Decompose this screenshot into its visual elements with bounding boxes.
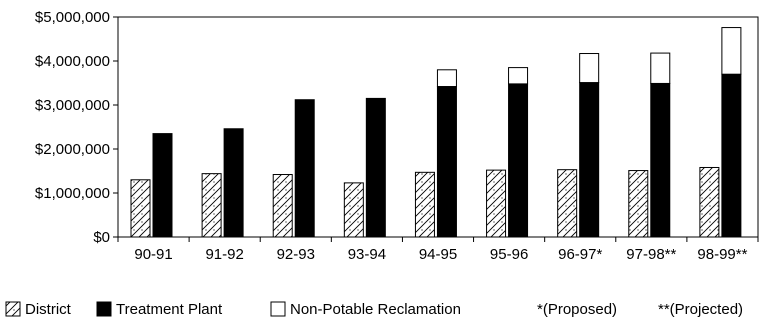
x-category-label: 90-91 [134, 246, 172, 263]
plot-area: $0 $1,000,000 $2,000,000 $3,000,000 $4,000,0… [35, 9, 759, 263]
bar-treatment-plant [508, 83, 529, 238]
bar-district [414, 171, 435, 238]
y-tick-label: $4,000,000 [35, 53, 110, 70]
bar-non-potable-reclamation [579, 53, 600, 84]
y-tick-label: $2,000,000 [35, 141, 110, 158]
y-tick-label: $0 [93, 229, 110, 246]
bar-district [557, 169, 578, 238]
legend-label: Treatment Plant [116, 301, 223, 318]
legend-swatch [270, 301, 286, 317]
x-category-label: 93-94 [348, 246, 386, 263]
bar-non-potable-reclamation [650, 52, 671, 84]
bar-non-potable-reclamation [721, 27, 742, 75]
bar-treatment-plant [436, 86, 457, 238]
bar-treatment-plant [721, 73, 742, 238]
legend-label: Non-Potable Reclamation [290, 301, 461, 318]
x-category-label: 97-98** [626, 246, 676, 263]
legend-swatch [96, 301, 112, 317]
bar-district [628, 170, 649, 238]
x-category-label: 94-95 [419, 246, 457, 263]
bar-district [272, 174, 293, 238]
x-category-label: 95-96 [490, 246, 528, 263]
bar-district [699, 166, 720, 238]
bar-treatment-plant [294, 99, 315, 238]
x-category-label: 98-99** [697, 246, 747, 263]
bar-non-potable-reclamation [436, 69, 457, 88]
footnote-proposed: *(Proposed) [537, 301, 617, 318]
y-tick-label: $1,000,000 [35, 185, 110, 202]
x-category-label: 92-93 [277, 246, 315, 263]
y-tick-label: $3,000,000 [35, 97, 110, 114]
legend-non-potable-reclamation: Non-Potable Reclamation [270, 301, 461, 318]
bar-district [201, 173, 222, 238]
y-tick-label: $5,000,000 [35, 9, 110, 26]
x-category-label: 96-97* [558, 246, 602, 263]
bar-treatment-plant [223, 128, 244, 238]
bar-district [486, 169, 507, 238]
x-category-label: 91-92 [205, 246, 243, 263]
legend: District Treatment Plant Non-Potable Recla… [5, 301, 743, 318]
bar-district [343, 182, 364, 238]
bar-treatment-plant [579, 82, 600, 238]
legend-district: District [5, 301, 72, 318]
bar-treatment-plant [152, 133, 173, 238]
legend-label: District [25, 301, 72, 318]
bar-district [130, 179, 151, 238]
legend-treatment-plant: Treatment Plant [96, 301, 223, 318]
bar-treatment-plant [650, 82, 671, 238]
bar-treatment-plant [365, 97, 386, 238]
footnote-projected: **(Projected) [658, 301, 743, 318]
legend-swatch [5, 301, 21, 317]
bar-non-potable-reclamation [508, 67, 529, 85]
